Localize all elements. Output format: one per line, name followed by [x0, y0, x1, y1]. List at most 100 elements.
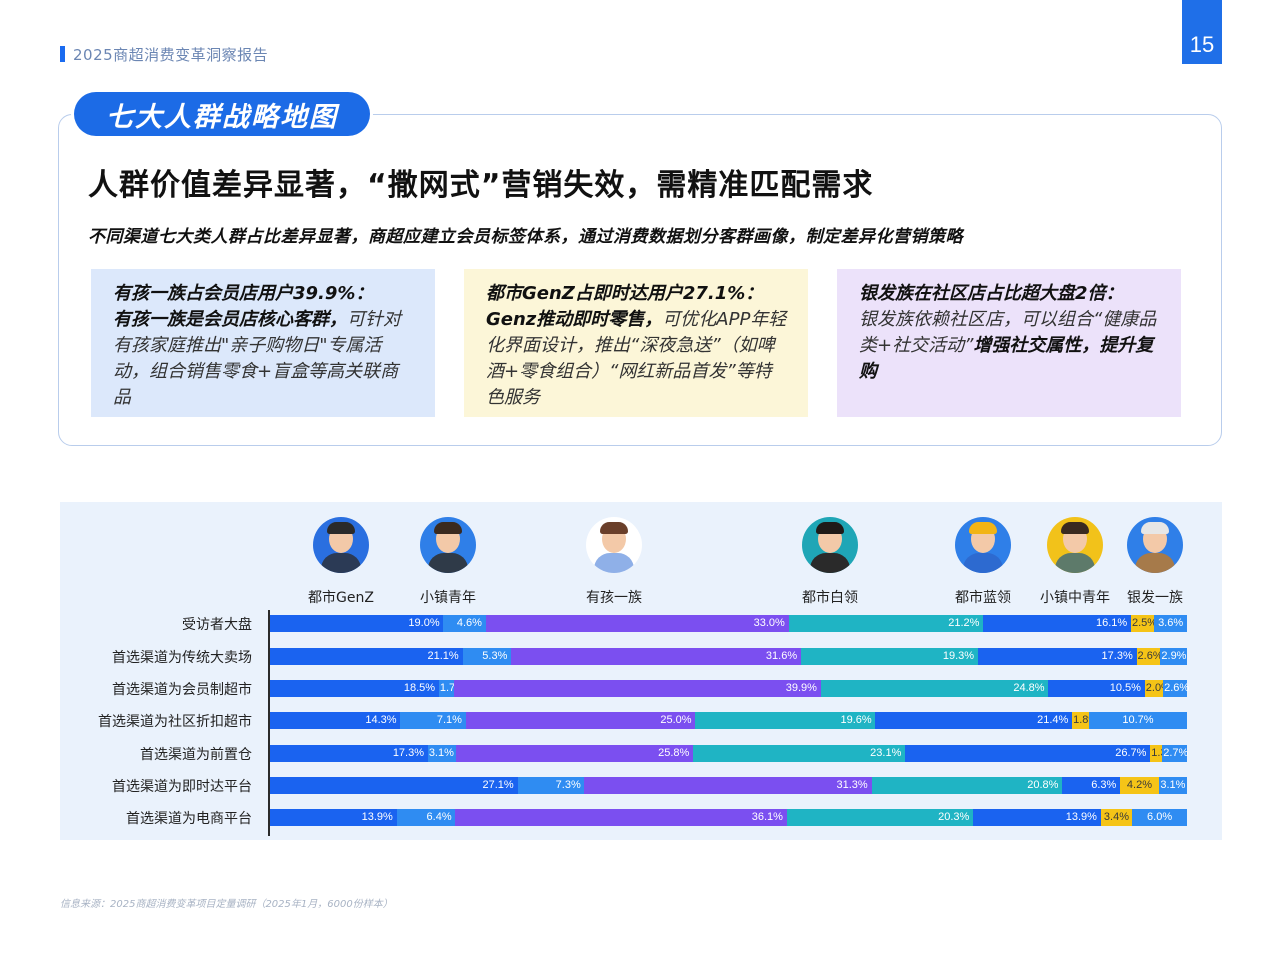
bar-segment — [1088, 712, 1187, 729]
bar-value-label: 17.3% — [392, 747, 425, 759]
town-youth-avatar-icon — [420, 517, 476, 573]
bar-segment — [1160, 648, 1187, 665]
bar-value-label: 6.4% — [426, 811, 452, 823]
row-label: 首选渠道为会员制超市 — [112, 682, 252, 698]
card-emphasis: 有孩一族是会员店核心客群， — [113, 309, 347, 330]
middle-aged-avatar-icon — [1047, 517, 1103, 573]
bar-value-label: 2.5% — [1132, 617, 1158, 629]
bar-value-label: 20.8% — [1027, 779, 1059, 791]
bar-value-label: 25.0% — [660, 714, 692, 726]
bar-value-label: 10.7% — [1122, 714, 1154, 726]
persona-label: 都市白领 — [802, 590, 858, 606]
page-subline: 不同渠道七大类人群占比差异显著，商超应建立会员标签体系，通过消费数据划分客群画像… — [88, 227, 963, 247]
card-body: 银发族依赖社区店，可以组合“健康品类+社交活动” — [859, 309, 1157, 356]
persona-label: 都市蓝领 — [955, 590, 1011, 606]
bar-segment — [1153, 615, 1187, 632]
bar-segment — [427, 745, 457, 762]
bar-value-label: 20.3% — [938, 811, 970, 823]
card-emphasis: 增强社交属性，提升复购 — [859, 335, 1154, 382]
bar-value-label: 27.1% — [482, 779, 514, 791]
persona-label: 小镇青年 — [420, 590, 476, 606]
bar-segment — [1131, 615, 1154, 632]
title-accent-bar — [60, 46, 65, 62]
bar-value-label: 16.1% — [1096, 617, 1128, 629]
senior-avatar-icon — [1127, 517, 1183, 573]
bar-value-label: 7.1% — [436, 714, 462, 726]
family-avatar-icon — [586, 517, 642, 573]
bar-segment — [1163, 680, 1187, 697]
bar-value-label: 6.3% — [1091, 779, 1117, 791]
bar-segment — [1136, 648, 1161, 665]
row-label: 首选渠道为传统大卖场 — [112, 650, 252, 666]
y-axis-line — [268, 610, 270, 836]
bar-value-label: 4.6% — [456, 617, 482, 629]
bar-segment — [1048, 680, 1145, 697]
row-label: 首选渠道为电商平台 — [126, 811, 252, 827]
bar-segment — [983, 615, 1131, 632]
bar-segment — [1162, 745, 1187, 762]
bar-segment — [269, 615, 444, 632]
persona-1: 都市GenZ — [296, 517, 386, 607]
persona-6: 小镇中青年 — [1030, 517, 1120, 607]
card-title: 银发族在社区店占比超大盘2倍： — [859, 283, 1124, 304]
bar-value-label: 25.8% — [658, 747, 690, 759]
bar-segment — [269, 648, 463, 665]
bar-value-label: 2.9% — [1161, 650, 1187, 662]
persona-label: 小镇中青年 — [1040, 590, 1110, 606]
bar-segment — [396, 809, 456, 826]
bar-segment — [443, 615, 486, 632]
bar-segment — [454, 680, 821, 697]
bar-value-label: 13.9% — [361, 811, 393, 823]
bar-segment — [693, 745, 906, 762]
bar-segment — [1100, 809, 1132, 826]
bar-value-label: 4.2% — [1126, 779, 1152, 791]
bar-segment — [788, 615, 984, 632]
genz-avatar-icon — [313, 517, 369, 573]
bar-segment — [820, 680, 1049, 697]
bar-segment — [584, 777, 872, 794]
bar-value-label: 19.6% — [840, 714, 872, 726]
bar-value-label: 6.0% — [1147, 811, 1173, 823]
persona-label: 银发一族 — [1127, 590, 1183, 606]
bar-value-label: 21.4% — [1037, 714, 1069, 726]
persona-2: 小镇青年 — [403, 517, 493, 607]
bar-value-label: 39.9% — [785, 682, 817, 694]
bar-value-label: 21.2% — [948, 617, 980, 629]
bar-value-label: 7.3% — [555, 779, 581, 791]
bar-segment — [786, 809, 974, 826]
card-emphasis: Genz推动即时零售， — [486, 309, 663, 330]
bar-value-label: 31.3% — [836, 779, 868, 791]
bar-segment — [1072, 712, 1089, 729]
bar-value-label: 33.0% — [753, 617, 785, 629]
bar-segment — [977, 648, 1137, 665]
bar-segment — [973, 809, 1101, 826]
bar-value-label: 3.1% — [428, 747, 454, 759]
persona-label: 有孩一族 — [586, 590, 642, 606]
bar-value-label: 19.3% — [942, 650, 975, 662]
persona-3: 有孩一族 — [569, 517, 659, 607]
bar-value-label: 17.3% — [1101, 650, 1133, 662]
insight-card-genz: 都市GenZ占即时达用户27.1%： Genz推动即时零售，可优化APP年轻化界… — [464, 269, 808, 417]
bar-value-label: 23.1% — [870, 747, 902, 759]
bar-value-label: 24.8% — [1013, 682, 1045, 694]
section-pill: 七大人群战略地图 — [74, 92, 370, 136]
page-headline: 人群价值差异显著，“撒网式”营销失效，需精准匹配需求 — [88, 168, 874, 203]
card-title: 有孩一族占会员店用户39.9%： — [113, 283, 374, 304]
card-body: 可针对有孩家庭推出"亲子购物日"专属活动，组合销售零食+盲盒等高关联商品 — [113, 309, 401, 408]
bar-segment — [875, 712, 1073, 729]
source-note: 信息来源：2025商超消费变革项目定量调研（2025年1月，6000份样本） — [60, 899, 393, 910]
bar-value-label: 21.1% — [427, 650, 459, 662]
insight-card-family: 有孩一族占会员店用户39.9%： 有孩一族是会员店核心客群，可针对有孩家庭推出"… — [91, 269, 435, 417]
bar-segment — [871, 777, 1063, 794]
bar-segment — [465, 712, 696, 729]
bar-value-label: 19.0% — [408, 617, 440, 629]
bar-value-label: 18.5% — [403, 682, 436, 694]
bar-segment — [800, 648, 978, 665]
bar-segment — [269, 745, 428, 762]
bar-segment — [1150, 745, 1163, 762]
bar-value-label: 10.5% — [1109, 682, 1141, 694]
card-body: 可优化APP年轻化界面设计，推出“深夜急送”（如啤酒+零食组合）“网红新品首发”… — [486, 309, 787, 408]
persona-5: 都市蓝领 — [938, 517, 1028, 607]
bar-value-label: 2.6% — [1164, 682, 1190, 694]
persona-label: 都市GenZ — [308, 590, 374, 606]
